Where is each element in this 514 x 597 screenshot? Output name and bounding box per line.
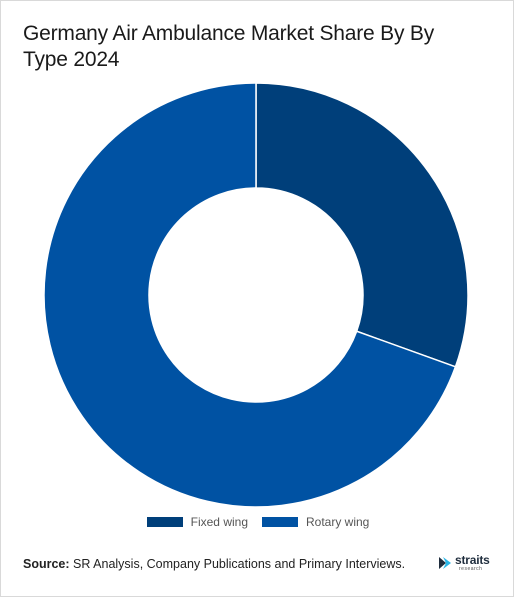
- source-text: SR Analysis, Company Publications and Pr…: [69, 557, 406, 571]
- legend-label-fixed-wing: Fixed wing: [190, 515, 248, 529]
- legend-swatch-fixed-wing: [146, 517, 183, 527]
- legend-swatch-rotary-wing: [262, 517, 298, 527]
- logo-sub: research: [459, 566, 483, 572]
- legend: Fixed wing Rotary wing: [1, 515, 514, 529]
- source-note: Source: SR Analysis, Company Publication…: [23, 557, 405, 571]
- logo-word: straits: [455, 553, 490, 567]
- legend-item-fixed-wing[interactable]: Fixed wing: [146, 515, 248, 529]
- chart-title: Germany Air Ambulance Market Share By By…: [23, 22, 435, 71]
- donut-chart: [43, 82, 469, 508]
- slice-fixed-wing[interactable]: [255, 82, 469, 368]
- source-label: Source:: [23, 557, 70, 571]
- logo-mark-icon: [439, 557, 451, 569]
- legend-label-rotary-wing: Rotary wing: [306, 515, 370, 529]
- legend-item-rotary-wing[interactable]: Rotary wing: [262, 515, 369, 529]
- straits-research-logo: straits research: [437, 553, 493, 575]
- slice-rotary-wing[interactable]: [43, 82, 457, 508]
